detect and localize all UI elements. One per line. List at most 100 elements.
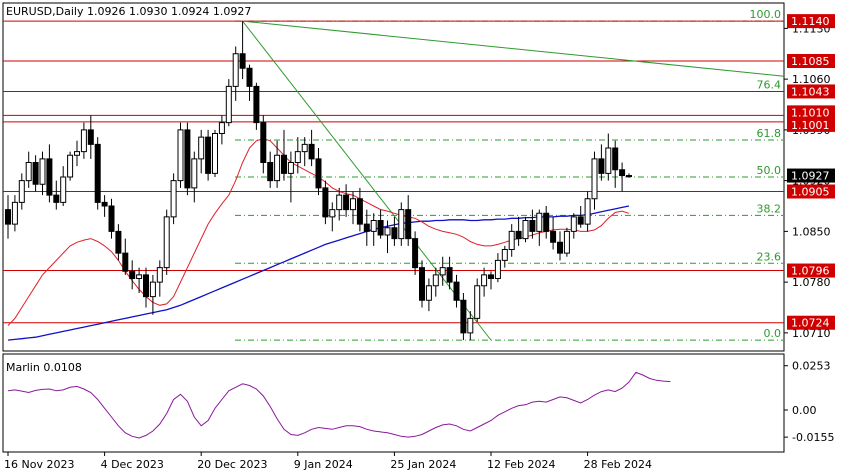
fib-label-6: 0.0 [764,327,782,340]
candle-63 [439,256,446,286]
candle-17 [122,238,129,275]
candle-22 [156,260,163,297]
candle-44 [308,129,315,167]
candle-body-27 [191,158,198,189]
current-price-box [787,168,835,183]
candle-body-43 [301,143,308,153]
candle-87 [605,133,612,181]
price-tick-label-5: 1.0780 [792,276,831,289]
candle-body-57 [398,209,405,240]
level-box-label-5: 1.0905 [791,186,830,199]
candle-68 [474,278,481,322]
candle-33 [232,46,239,101]
time-tick-label-6: 28 Feb 2024 [584,458,652,471]
candle-body-24 [170,180,177,218]
candle-body-18 [129,270,136,279]
candle-body-86 [598,158,605,174]
candle-body-22 [156,267,163,283]
candle-body-2 [18,180,25,203]
time-tick-label-3: 9 Jan 2024 [294,458,353,471]
candle-body-49 [343,194,350,211]
level-box-label-1: 1.1085 [791,55,830,68]
candle-38 [267,151,274,188]
candle-54 [377,209,384,239]
candle-body-59 [412,238,419,269]
candle-21 [149,274,156,315]
candle-1 [11,195,18,232]
candle-30 [212,129,218,177]
candle-15 [108,198,115,239]
level-box-0 [787,14,835,29]
candle-74 [515,216,522,246]
level-box-label-2: 1.1043 [791,85,830,98]
candle-0 [5,195,11,239]
candle-53 [370,213,377,246]
candle-body-0 [5,209,11,225]
candle-body-45 [315,158,322,189]
candle-69 [481,267,488,297]
candle-body-85 [591,158,598,200]
candle-84 [584,191,591,232]
marlin-tick-label-1: 0.00 [792,404,817,417]
candle-body-66 [460,299,467,334]
candle-83 [577,206,584,228]
candle-6 [46,144,53,203]
candle-body-88 [612,147,619,171]
candle-13 [94,137,101,210]
candle-28 [198,129,205,174]
candle-body-32 [225,85,232,124]
fib-label-2: 61.8 [757,127,782,140]
candle-14 [101,195,108,217]
time-tick-label-0: 16 Nov 2023 [4,458,74,471]
level-box-1 [787,54,835,68]
candle-body-6 [46,158,53,196]
candle-body-41 [287,162,294,174]
candle-body-39 [274,154,281,182]
candle-body-36 [253,85,260,124]
candle-body-77 [536,212,543,232]
candle-62 [432,267,439,297]
candle-24 [170,173,177,225]
candle-body-15 [108,205,115,232]
candle-body-89 [619,169,626,177]
fib-label-0: 100.0 [750,8,782,21]
candle-31 [218,115,225,145]
candle-body-73 [508,230,515,250]
candle-40 [281,129,287,181]
candle-66 [460,293,467,341]
level-box-label-4: 1.1001 [791,119,830,132]
price-tick-label-6: 1.0710 [792,327,831,340]
candle-body-25 [177,129,184,182]
candle-8 [60,166,67,206]
candle-49 [343,184,350,217]
candle-75 [522,216,529,243]
candle-71 [494,253,501,283]
candle-86 [598,144,605,181]
candle-body-63 [439,267,446,276]
candle-27 [191,151,198,203]
candle-65 [453,274,460,308]
candle-50 [350,191,356,225]
candle-body-42 [294,151,301,163]
candle-body-9 [67,154,74,178]
candle-layer [5,21,632,341]
level-box-6 [787,263,835,278]
candle-9 [67,151,74,181]
candle-body-19 [136,274,143,279]
candle-body-82 [570,216,577,232]
candle-body-29 [205,136,212,174]
candle-body-47 [329,209,336,218]
candle-body-1 [11,201,18,225]
marlin-tick-label-2: -0.0155 [792,431,834,444]
candle-78 [543,206,550,239]
candle-88 [612,140,619,188]
candle-16 [115,224,122,261]
candle-body-71 [494,259,501,279]
candle-82 [570,213,577,239]
candle-body-8 [60,176,67,203]
candle-body-31 [218,122,225,134]
candle-body-37 [260,122,267,163]
candle-body-62 [432,274,439,287]
